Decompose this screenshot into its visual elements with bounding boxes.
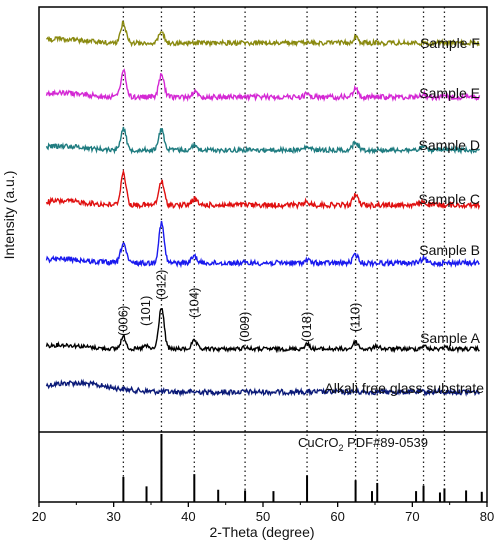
series-line-f xyxy=(45,20,480,48)
x-axis-ticks: 20 30 40 50 60 70 80 xyxy=(32,502,494,524)
x-tick-label: 70 xyxy=(405,509,419,524)
peak-label: (104) xyxy=(186,288,201,318)
series-label: Sample C xyxy=(419,191,480,207)
series-label: Sample B xyxy=(419,242,480,258)
x-tick-label: 20 xyxy=(32,509,46,524)
series-line-glass xyxy=(45,378,481,397)
peak-label: (006) xyxy=(115,306,130,336)
peak-label: (018) xyxy=(299,312,314,342)
peak-label: (101) xyxy=(138,296,153,326)
series-line-d xyxy=(45,126,481,155)
x-tick-label: 80 xyxy=(480,509,494,524)
x-tick-label: 60 xyxy=(330,509,344,524)
peak-label: (012) xyxy=(153,270,168,300)
series-label: Sample D xyxy=(419,137,480,153)
series-label: Sample A xyxy=(420,330,481,346)
y-axis-title: Intensity (a.u.) xyxy=(1,171,17,260)
series-labels: Alkali free glass substrate Sample A Sampl… xyxy=(324,35,484,396)
series-line-e xyxy=(45,68,481,103)
peak-label: (009) xyxy=(237,312,252,342)
series-line-b xyxy=(45,220,480,269)
series-label: Alkali free glass substrate xyxy=(324,380,484,396)
x-axis-title: 2-Theta (degree) xyxy=(209,524,314,540)
reference-pattern xyxy=(122,434,483,502)
peak-labels: (006) (101)(012) (104) (009) (018) (110) xyxy=(115,270,362,342)
x-tick-label: 30 xyxy=(106,509,120,524)
peak-label: (110) xyxy=(348,303,363,332)
series-line-a xyxy=(45,307,480,354)
series-label: Sample F xyxy=(420,35,480,51)
series-lines xyxy=(45,20,481,397)
series-label: Sample E xyxy=(419,85,480,101)
x-tick-label: 50 xyxy=(256,509,270,524)
series-line-c xyxy=(45,168,481,211)
x-tick-label: 40 xyxy=(181,509,195,524)
reference-label: CuCrO2 PDF#89-0539 xyxy=(298,435,428,453)
dotted-guide-lines xyxy=(122,7,446,502)
